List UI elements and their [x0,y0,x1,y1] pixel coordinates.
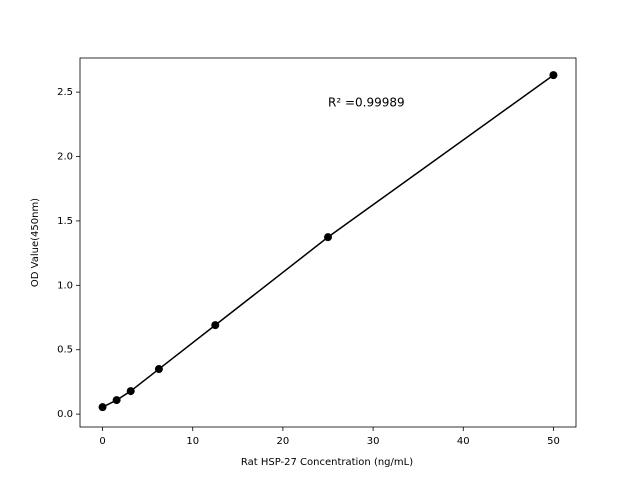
x-tick-label: 20 [277,436,290,447]
y-tick-label: 1.5 [57,216,73,227]
y-tick-label: 2.5 [57,87,73,98]
y-tick-label: 0.5 [57,345,73,356]
y-tick-label: 1.0 [57,280,73,291]
data-point [126,387,135,396]
annotation: R² =0.99989 [328,96,405,110]
x-tick-label: 0 [99,436,105,447]
data-point [211,321,220,330]
data-point [98,403,107,412]
y-axis-label: OD Value(450nm) [30,198,41,287]
data-point [112,396,121,405]
x-tick-label: 40 [457,436,470,447]
data-point [154,365,163,374]
x-tick-label: 10 [186,436,199,447]
x-tick-label: 50 [547,436,560,447]
x-tick-label: 30 [367,436,380,447]
y-tick-label: 2.0 [57,152,73,163]
x-axis-label: Rat HSP-27 Concentration (ng/mL) [241,457,413,468]
data-point [324,233,332,242]
y-tick-label: 0.0 [57,409,73,420]
data-point [549,71,558,80]
plot-frame [79,57,577,428]
